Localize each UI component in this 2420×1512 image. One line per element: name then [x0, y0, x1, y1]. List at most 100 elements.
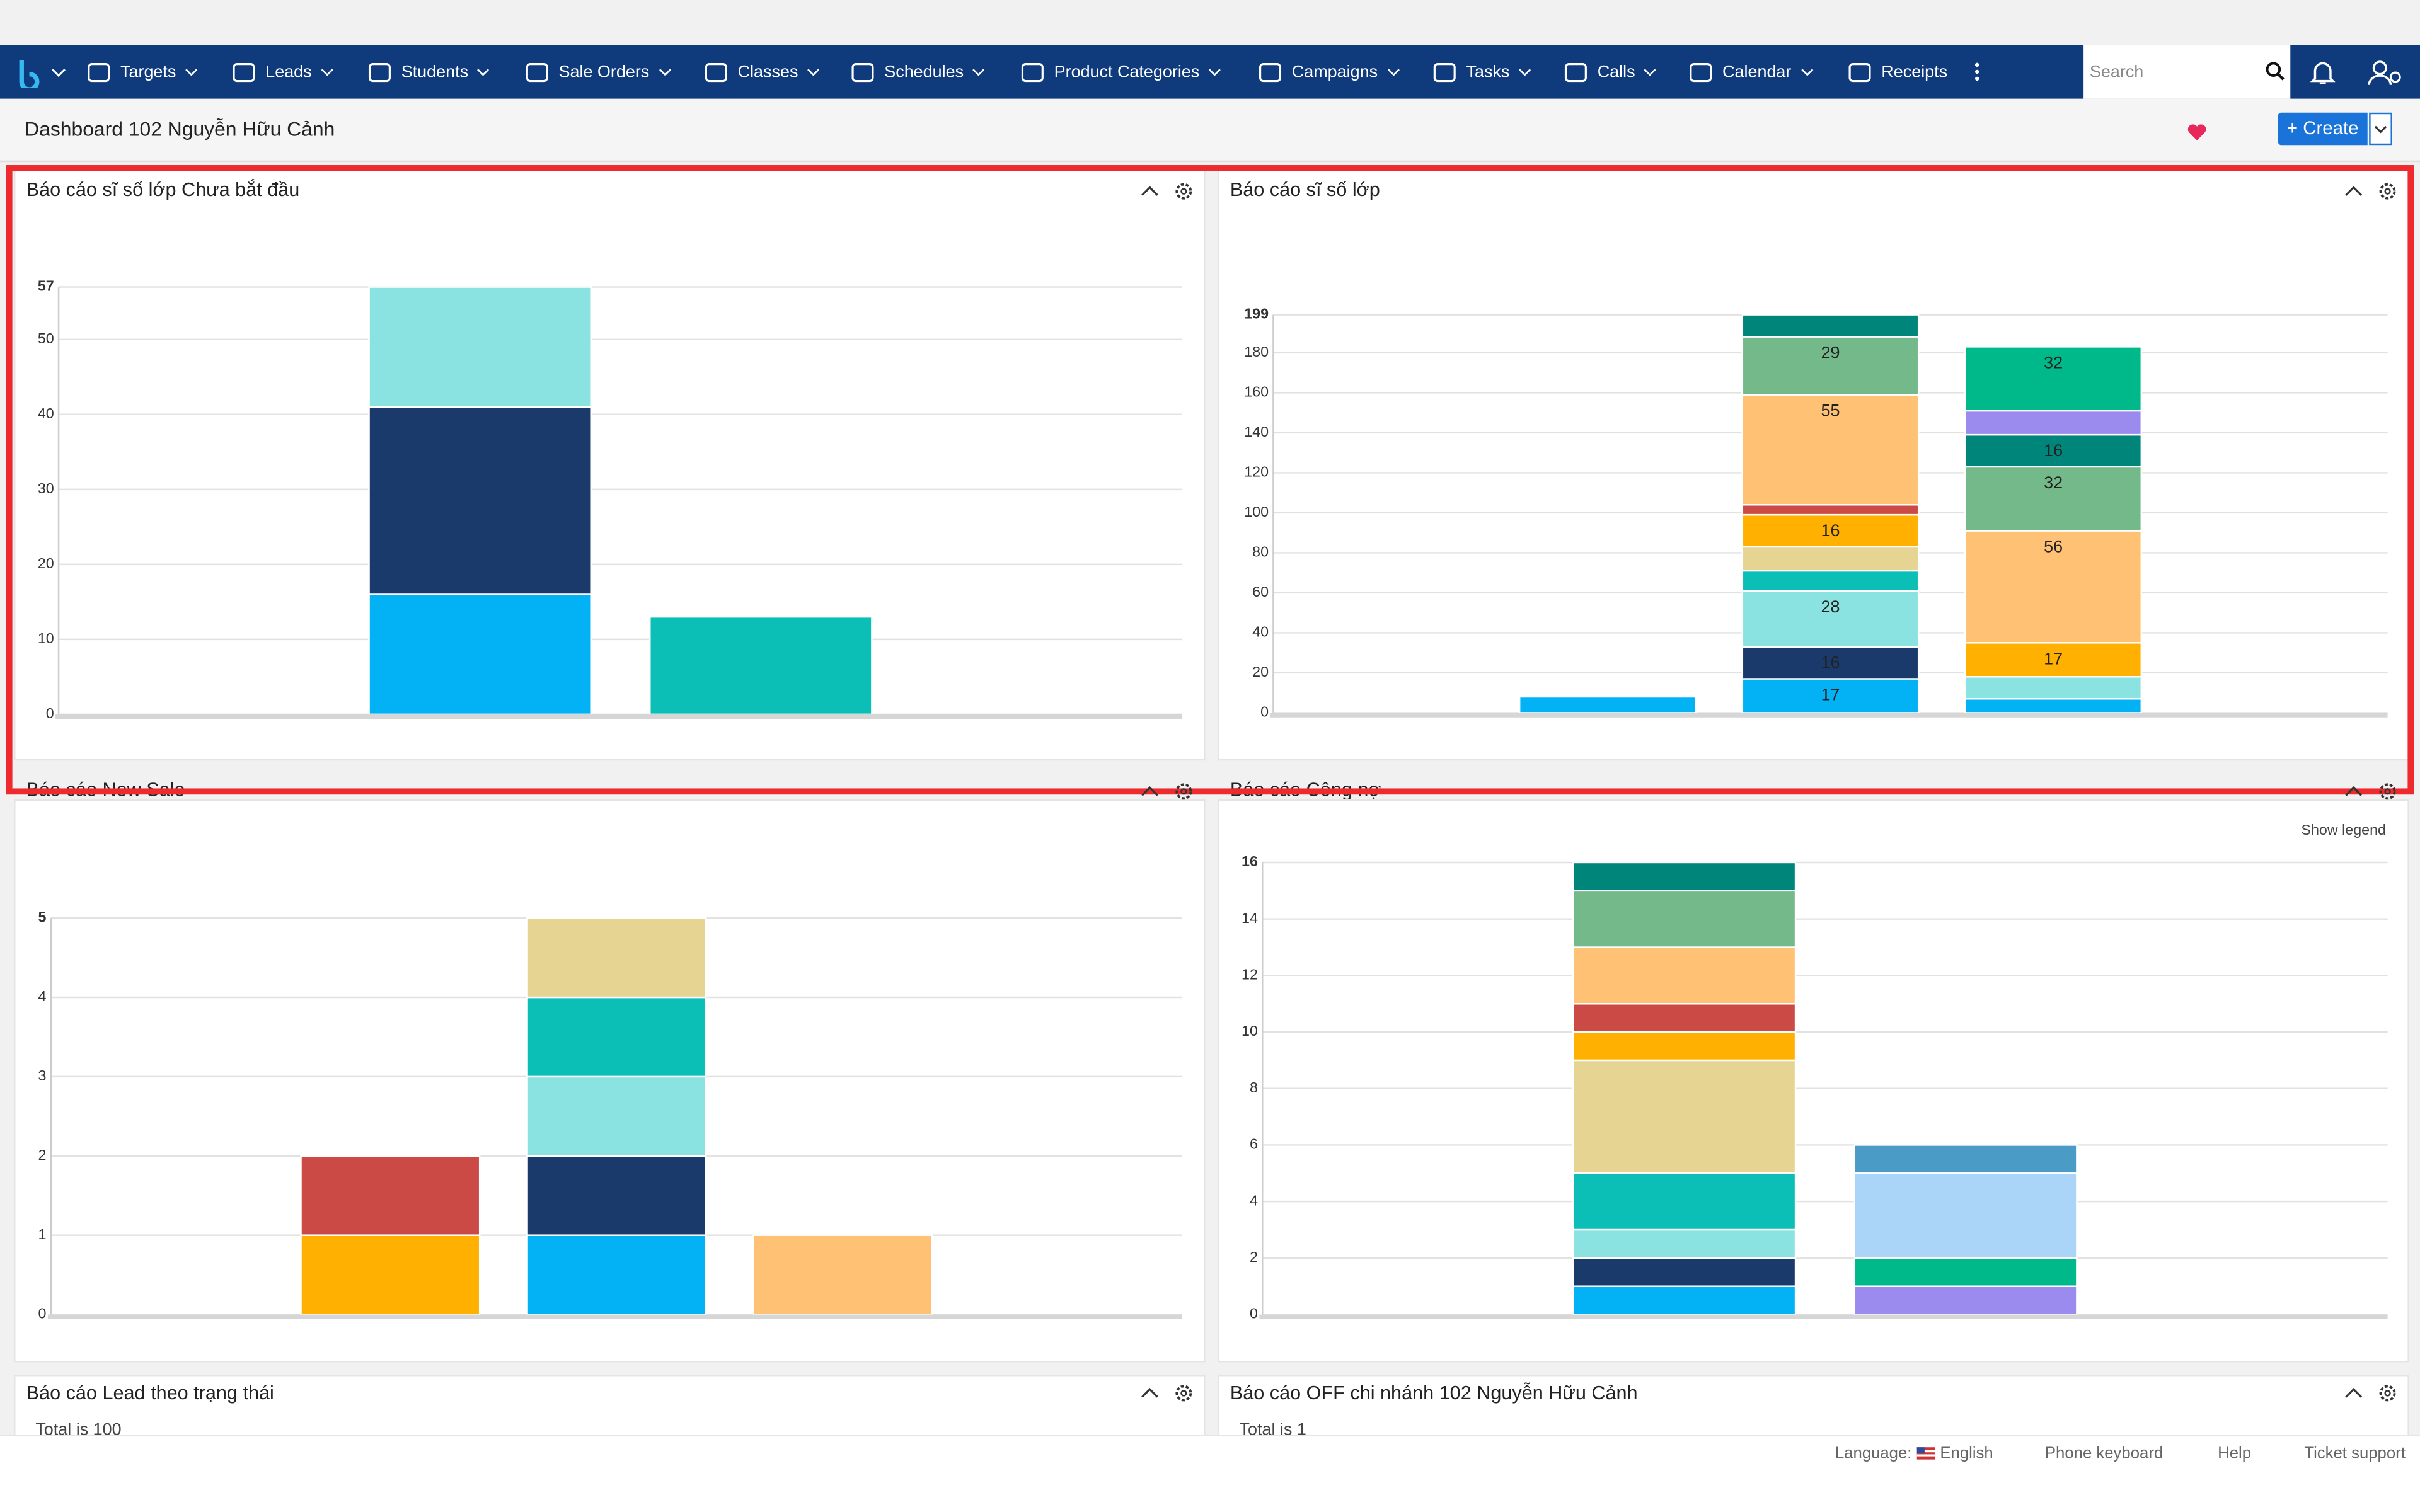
chevron: [659, 68, 671, 76]
gear-hole: [2384, 788, 2391, 795]
gear-hole: [1180, 1390, 1187, 1397]
chevron-path: [185, 68, 198, 76]
icon-shape: [526, 62, 548, 81]
nav-label: Calendar: [1722, 62, 1792, 81]
show-legend[interactable]: Show legend: [2301, 822, 2386, 840]
user-icon[interactable]: [2368, 59, 2405, 86]
chevron-path: [2345, 1388, 2363, 1398]
chevron-path: [2345, 786, 2363, 796]
nav-item[interactable]: Receipts: [1847, 45, 1947, 99]
widget-title: Báo cáo Lead theo trạng thái: [26, 1382, 274, 1404]
nav-item[interactable]: Calls: [1564, 45, 1666, 99]
help[interactable]: Help: [2218, 1444, 2252, 1463]
more-icon[interactable]: [1974, 62, 1980, 82]
collapse-icon[interactable]: [1141, 183, 1159, 198]
nav-label: Students: [401, 62, 469, 81]
nav-label: Calls: [1597, 62, 1635, 81]
collapse-icon[interactable]: [1141, 1385, 1159, 1400]
nav-item[interactable]: Campaigns: [1258, 45, 1409, 99]
nav-item[interactable]: Leads: [231, 45, 342, 99]
chevron-path: [1801, 68, 1813, 76]
chevron: [321, 68, 333, 76]
chevron: [973, 68, 986, 76]
nav-icon: [1021, 62, 1044, 81]
dot: [1974, 69, 1979, 74]
nav-label: Product Categories: [1054, 62, 1200, 81]
nav-label: Leads: [265, 62, 312, 81]
language[interactable]: English: [1940, 1444, 1993, 1463]
nav-item[interactable]: Tasks: [1432, 45, 1541, 99]
phone-keyboard[interactable]: Phone keyboard: [2044, 1444, 2164, 1463]
gear: [1175, 183, 1192, 200]
ticket-support[interactable]: Ticket support: [2304, 1444, 2406, 1463]
collapse-icon[interactable]: [2344, 784, 2363, 799]
search-box[interactable]: Search: [2083, 45, 2291, 99]
settings-icon[interactable]: [1175, 182, 1193, 200]
widget: [14, 799, 1206, 1363]
collapse-icon[interactable]: [1141, 784, 1159, 799]
icon-shape: [88, 62, 110, 81]
page-title: Dashboard 102 Nguyễn Hữu Cảnh: [25, 117, 335, 140]
icon-shape: [1564, 62, 1587, 81]
nav-label: Schedules: [884, 62, 964, 81]
nav-label: Campaigns: [1291, 62, 1378, 81]
nav-item[interactable]: Students: [367, 45, 499, 99]
settings-icon[interactable]: [1175, 782, 1193, 801]
chevron-path: [659, 68, 671, 76]
icon-shape: [705, 62, 727, 81]
settings-icon[interactable]: [2378, 182, 2397, 200]
chevron: [1387, 68, 1400, 76]
widget-title: Báo cáo OFF chi nhánh 102 Nguyễn Hữu Cản…: [1230, 1382, 1638, 1404]
chevron-path: [1644, 68, 1657, 76]
chevron-path: [1209, 68, 1221, 76]
nav-icon: [851, 62, 874, 81]
gear: [2379, 183, 2396, 200]
chevron-path: [1141, 1388, 1158, 1398]
chevron: [2374, 125, 2387, 134]
collapse-icon[interactable]: [2344, 1385, 2363, 1400]
gear: [1175, 1385, 1192, 1402]
nav-icon: [526, 62, 548, 81]
chevron: [807, 68, 820, 76]
chevron: [1519, 68, 1531, 76]
chevron-path: [1141, 186, 1158, 196]
chevron: [1644, 68, 1657, 76]
gear-hole: [1180, 788, 1187, 795]
dot: [1974, 62, 1979, 67]
nav-item[interactable]: Schedules: [850, 45, 994, 99]
chevron: [1209, 68, 1221, 76]
nav-icon: [1848, 62, 1871, 81]
nav-label: Classes: [737, 62, 798, 81]
chevron-path: [2345, 186, 2363, 196]
settings-icon[interactable]: [1175, 1384, 1193, 1402]
nav-item[interactable]: Classes: [704, 45, 829, 99]
chevron-path: [807, 68, 820, 76]
nav-label: Sale Orders: [558, 62, 650, 81]
chevron-path: [973, 68, 986, 76]
chevron-path: [1141, 786, 1158, 796]
widget: [1218, 799, 2409, 1363]
settings-icon[interactable]: [2378, 782, 2397, 801]
bell-icon[interactable]: [2309, 59, 2337, 86]
gear-hole: [1180, 188, 1187, 195]
icon-shape: [851, 62, 874, 81]
create-button[interactable]: + Create: [2278, 112, 2368, 146]
nav-item[interactable]: Sale Orders: [525, 45, 681, 99]
nav-icon: [1690, 62, 1712, 81]
chevron: [185, 68, 198, 76]
collapse-icon[interactable]: [2344, 183, 2363, 198]
gear: [1175, 783, 1192, 800]
favorite-icon[interactable]: [2187, 123, 2207, 142]
footer: Language: English Phone keyboard Help Ti…: [0, 1435, 2420, 1512]
nav-item[interactable]: Calendar: [1688, 45, 1822, 99]
create-dropdown[interactable]: [2369, 112, 2392, 146]
settings-icon[interactable]: [2378, 1384, 2397, 1402]
icon-shape: [1433, 62, 1456, 81]
dot: [1974, 76, 1979, 81]
nav-item[interactable]: Targets: [86, 45, 207, 99]
language-label: Language:: [1835, 1444, 1912, 1463]
nav-item[interactable]: Product Categories: [1020, 45, 1230, 99]
gear-hole: [2384, 1390, 2391, 1397]
